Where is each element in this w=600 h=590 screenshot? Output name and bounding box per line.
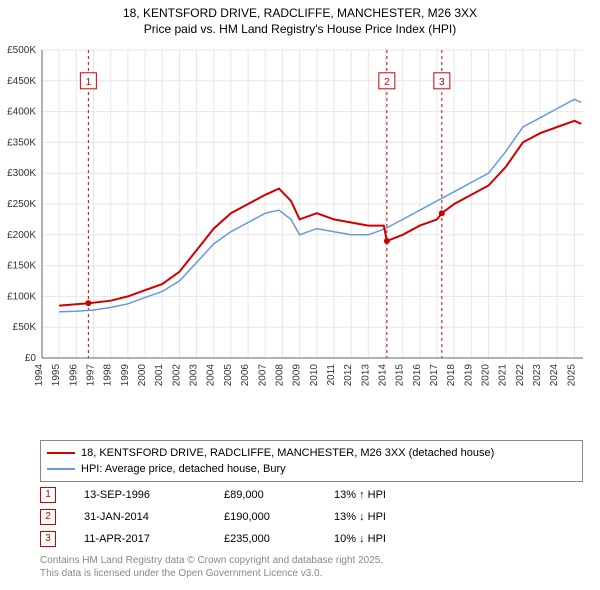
svg-text:2010: 2010 (309, 364, 320, 387)
marker-date: 13-SEP-1996 (84, 489, 224, 501)
svg-text:2009: 2009 (292, 364, 303, 387)
legend-label: 18, KENTSFORD DRIVE, RADCLIFFE, MANCHEST… (81, 447, 494, 459)
svg-text:2018: 2018 (446, 364, 457, 387)
marker-row: 1 13-SEP-1996 £89,000 13% ↑ HPI (40, 484, 434, 506)
chart-area: £0£50K£100K£150K£200K£250K£300K£350K£400… (40, 48, 585, 398)
marker-badge: 1 (40, 487, 56, 503)
svg-text:2: 2 (384, 77, 390, 88)
chart-title: 18, KENTSFORD DRIVE, RADCLIFFE, MANCHEST… (0, 0, 600, 37)
svg-text:1996: 1996 (68, 364, 79, 387)
marker-price: £190,000 (224, 511, 334, 523)
marker-row: 2 31-JAN-2014 £190,000 13% ↓ HPI (40, 506, 434, 528)
svg-text:1: 1 (86, 77, 92, 88)
svg-text:1998: 1998 (103, 364, 114, 387)
page-container: 18, KENTSFORD DRIVE, RADCLIFFE, MANCHEST… (0, 0, 600, 590)
footer-line-2: This data is licensed under the Open Gov… (40, 567, 383, 580)
marker-delta: 13% ↑ HPI (334, 489, 434, 501)
svg-text:2023: 2023 (532, 364, 543, 387)
markers-table: 1 13-SEP-1996 £89,000 13% ↑ HPI 2 31-JAN… (40, 484, 434, 550)
svg-text:2001: 2001 (154, 364, 165, 387)
chart-svg: £0£50K£100K£150K£200K£250K£300K£350K£400… (40, 48, 585, 398)
svg-text:1994: 1994 (34, 364, 45, 387)
svg-text:1999: 1999 (120, 364, 131, 387)
svg-text:2024: 2024 (549, 364, 560, 387)
marker-delta: 13% ↓ HPI (334, 511, 434, 523)
svg-text:£200K: £200K (7, 230, 36, 241)
marker-price: £235,000 (224, 533, 334, 545)
marker-price: £89,000 (224, 489, 334, 501)
svg-text:£50K: £50K (13, 322, 37, 333)
svg-text:2017: 2017 (429, 364, 440, 387)
legend-swatch (47, 468, 75, 470)
legend-swatch (47, 452, 75, 454)
svg-text:2013: 2013 (360, 364, 371, 387)
svg-text:1995: 1995 (51, 364, 62, 387)
svg-text:2003: 2003 (189, 364, 200, 387)
svg-text:2019: 2019 (463, 364, 474, 387)
marker-date: 11-APR-2017 (84, 533, 224, 545)
legend-box: 18, KENTSFORD DRIVE, RADCLIFFE, MANCHEST… (40, 440, 583, 482)
legend-label: HPI: Average price, detached house, Bury (81, 463, 286, 475)
title-line-1: 18, KENTSFORD DRIVE, RADCLIFFE, MANCHEST… (0, 6, 600, 22)
svg-text:2025: 2025 (566, 364, 577, 387)
svg-text:£500K: £500K (7, 45, 36, 56)
svg-text:2011: 2011 (326, 364, 337, 386)
svg-text:£150K: £150K (7, 261, 36, 272)
marker-row: 3 11-APR-2017 £235,000 10% ↓ HPI (40, 528, 434, 550)
svg-text:2016: 2016 (412, 364, 423, 387)
legend-row: 18, KENTSFORD DRIVE, RADCLIFFE, MANCHEST… (47, 445, 576, 461)
svg-text:2014: 2014 (377, 364, 388, 387)
svg-text:2000: 2000 (137, 364, 148, 387)
svg-text:£450K: £450K (7, 76, 36, 87)
footer-line-1: Contains HM Land Registry data © Crown c… (40, 554, 383, 567)
title-line-2: Price paid vs. HM Land Registry's House … (0, 22, 600, 38)
svg-text:£250K: £250K (7, 199, 36, 210)
svg-text:2002: 2002 (171, 364, 182, 387)
svg-text:£400K: £400K (7, 107, 36, 118)
marker-date: 31-JAN-2014 (84, 511, 224, 523)
svg-text:2015: 2015 (395, 364, 406, 387)
marker-badge: 3 (40, 531, 56, 547)
svg-text:£350K: £350K (7, 137, 36, 148)
svg-text:2005: 2005 (223, 364, 234, 387)
svg-text:2022: 2022 (515, 364, 526, 387)
svg-text:2006: 2006 (240, 364, 251, 387)
svg-text:3: 3 (439, 77, 445, 88)
svg-text:£300K: £300K (7, 168, 36, 179)
footer-attribution: Contains HM Land Registry data © Crown c… (40, 554, 383, 580)
svg-text:1997: 1997 (86, 364, 97, 387)
svg-text:2008: 2008 (274, 364, 285, 387)
svg-text:2021: 2021 (498, 364, 509, 387)
legend-row: HPI: Average price, detached house, Bury (47, 461, 576, 477)
svg-text:£100K: £100K (7, 291, 36, 302)
svg-text:2012: 2012 (343, 364, 354, 387)
marker-delta: 10% ↓ HPI (334, 533, 434, 545)
marker-badge: 2 (40, 509, 56, 525)
svg-text:2007: 2007 (257, 364, 268, 387)
svg-text:2020: 2020 (481, 364, 492, 387)
svg-text:2004: 2004 (206, 364, 217, 387)
svg-text:£0: £0 (25, 353, 37, 364)
